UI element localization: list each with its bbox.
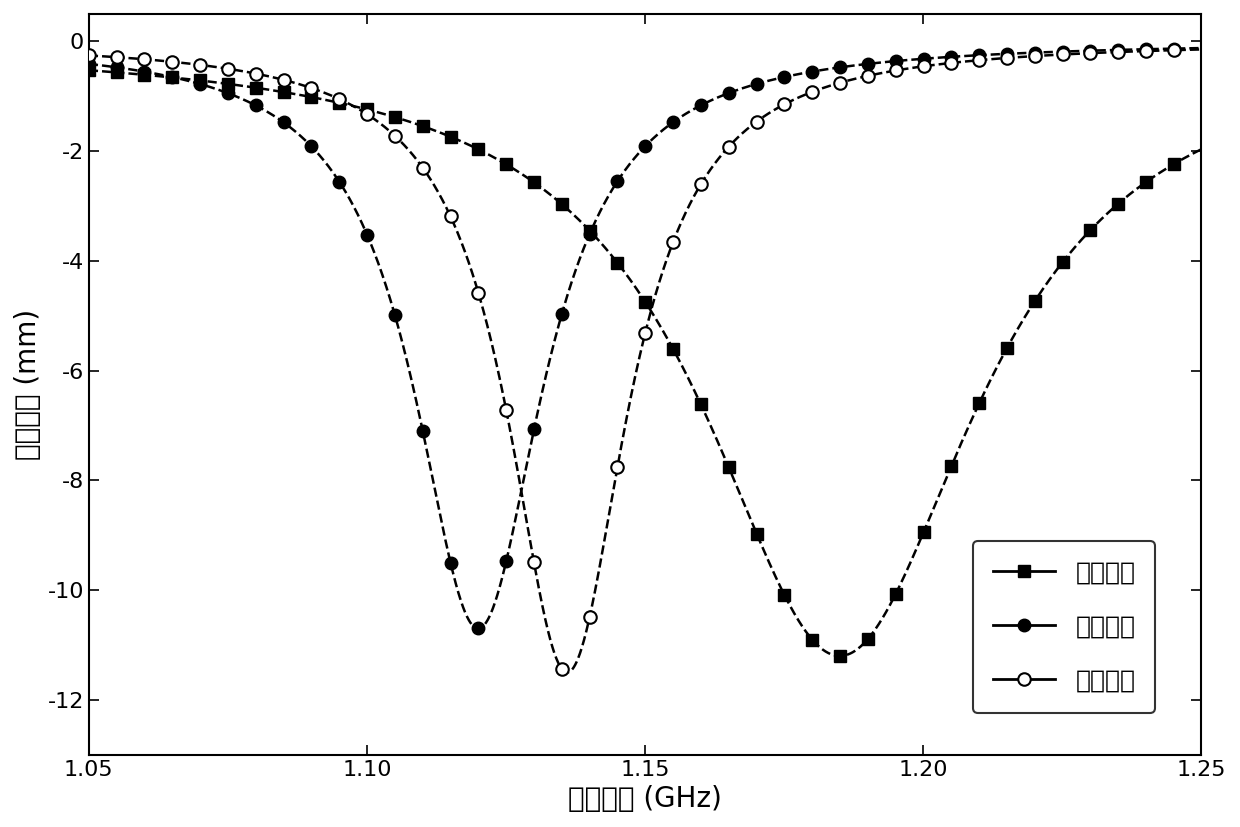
Legend: 基础频率, 测量频率, 修正频率: 基础频率, 测量频率, 修正频率 — [973, 541, 1156, 713]
X-axis label: 谐振频率 (GHz): 谐振频率 (GHz) — [568, 785, 722, 813]
Y-axis label: 裂纹长度 (mm): 裂纹长度 (mm) — [14, 308, 42, 460]
